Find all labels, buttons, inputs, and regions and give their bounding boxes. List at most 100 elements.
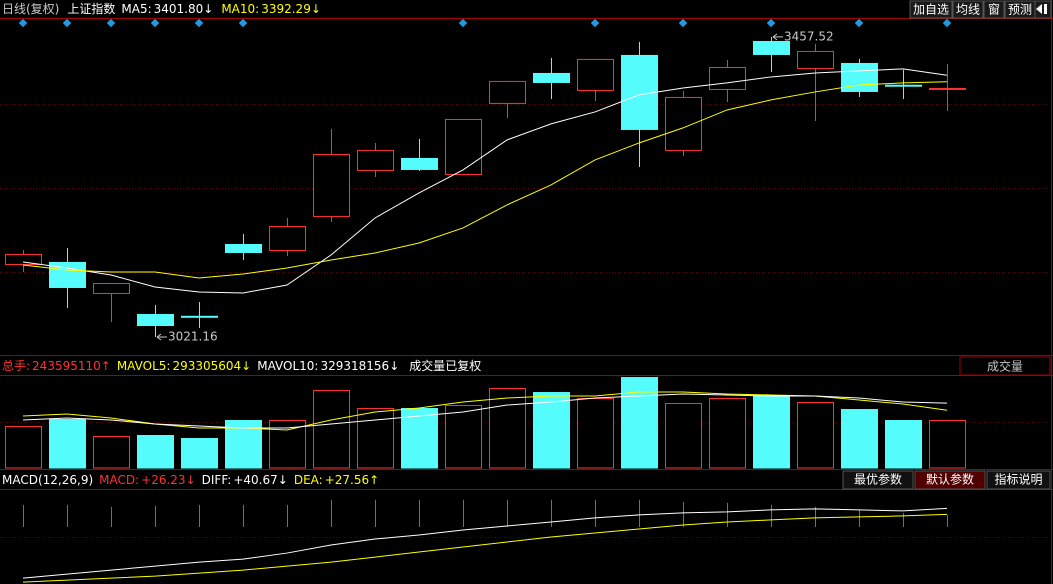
- volume-bar: [93, 436, 130, 469]
- volume-bar: [5, 426, 42, 469]
- volume-bar: [137, 435, 174, 469]
- header-item: 243595110: [32, 359, 101, 373]
- annotation-arrow: [156, 333, 162, 338]
- header-item: 329318156: [320, 359, 389, 373]
- candle-body: [489, 80, 526, 104]
- volume-bar: [621, 377, 658, 469]
- header-text: 日线(复权) 上证指数 MA5: 3401.80↓ MA10: 3392.29↓: [2, 1, 321, 16]
- button-label[interactable]: 窗: [988, 3, 1000, 17]
- button[interactable]: [983, 0, 1005, 19]
- event-marker[interactable]: [458, 18, 468, 28]
- annotation-arrow: [156, 336, 162, 341]
- candle-body: [137, 314, 174, 327]
- volume-bar: [841, 409, 878, 469]
- header-text: MACD(12,26,9) MACD: +26.23↓ DIFF: +40.67↓ DEA…: [2, 473, 379, 487]
- volume-bar: [489, 388, 526, 469]
- annotation: 3021.16: [168, 330, 218, 344]
- header-item: MAVOL5:: [117, 359, 171, 373]
- volume-bar: [445, 405, 482, 469]
- candle-body: [313, 153, 350, 217]
- button[interactable]: [914, 470, 986, 490]
- dropdown-label[interactable]: 成交量: [987, 359, 1023, 374]
- header-item: ↓: [186, 473, 196, 487]
- button[interactable]: [952, 0, 984, 19]
- header-text: 总手: 243595110↑ MAVOL5: 293305604↓ MAVOL10: 32…: [2, 358, 481, 373]
- button[interactable]: [986, 470, 1051, 490]
- header-item: DEA:: [294, 473, 323, 487]
- candle-body: [665, 96, 702, 151]
- header-item: MACD:: [99, 473, 139, 487]
- annotation: 3457.52: [784, 29, 834, 43]
- header-item: MA5:: [121, 2, 151, 16]
- header-item: 293305604: [172, 359, 241, 373]
- annotation-arrow: [772, 33, 778, 38]
- candle-body: [181, 315, 218, 318]
- mavol-line: [22, 393, 948, 429]
- header-item: ↓: [389, 359, 399, 373]
- header-item: 3392.29: [261, 2, 311, 16]
- button[interactable]: [909, 0, 953, 19]
- button-label[interactable]: 指标说明: [994, 472, 1042, 487]
- header-item: 上证指数: [67, 1, 115, 16]
- header-item: ↑: [369, 473, 379, 487]
- button-label[interactable]: 均线: [956, 3, 980, 17]
- volume-bar: [533, 392, 570, 469]
- candle-body: [93, 282, 130, 294]
- candle-body: [401, 157, 438, 170]
- volume-bar: [401, 408, 438, 469]
- volume-bar: [797, 402, 834, 469]
- candle-body: [357, 149, 394, 171]
- header-item: MAVOL10:: [257, 359, 318, 373]
- candle-body: [753, 40, 790, 55]
- macd-line: [22, 513, 948, 583]
- header-item: 总手:: [2, 359, 30, 373]
- volume-bar: [577, 398, 614, 469]
- ma-line: [22, 68, 948, 294]
- header-item: +40.67: [233, 473, 277, 487]
- header-item: MACD(12,26,9): [2, 473, 93, 487]
- annotation-arrow: [772, 36, 778, 41]
- volume-bar: [181, 438, 218, 469]
- button-label[interactable]: 加自选: [913, 3, 949, 17]
- volume-bar: [753, 395, 790, 469]
- button[interactable]: [842, 470, 914, 490]
- candle-body: [797, 50, 834, 69]
- button-label[interactable]: 默认参数: [926, 472, 974, 487]
- header-item: ↓: [241, 359, 251, 373]
- event-marker[interactable]: [18, 18, 28, 28]
- volume-bar: [709, 398, 746, 469]
- header-item: +27.56: [325, 473, 369, 487]
- volume-bar: [357, 408, 394, 469]
- volume-bar: [313, 390, 350, 469]
- header-item: ↑: [101, 359, 111, 373]
- header-item: ↓: [203, 2, 213, 16]
- button-label[interactable]: 最优参数: [854, 472, 902, 487]
- header-item: 成交量已复权: [409, 358, 481, 373]
- volume-bar: [49, 419, 86, 469]
- candle-body: [577, 58, 614, 91]
- header-item: 3401.80: [154, 2, 204, 16]
- button-label[interactable]: 预测: [1008, 3, 1032, 17]
- volume-bar: [929, 420, 966, 469]
- header-item: MA10:: [221, 2, 259, 16]
- candle-body: [885, 84, 922, 87]
- candle-body: [929, 87, 966, 90]
- macd-line: [22, 507, 948, 579]
- header-item: DIFF:: [202, 473, 232, 487]
- candle-body: [533, 72, 570, 83]
- candle-body: [269, 225, 306, 251]
- volume-bar: [885, 420, 922, 469]
- header-item: +26.23: [141, 473, 185, 487]
- button[interactable]: [1004, 0, 1036, 19]
- candle-body: [225, 243, 262, 253]
- header-item: ↓: [311, 2, 321, 16]
- candle-body: [709, 66, 746, 90]
- candle-body: [5, 253, 42, 266]
- ma-line: [22, 81, 948, 279]
- volume-bar: [665, 403, 702, 469]
- dropdown[interactable]: [959, 356, 1051, 376]
- candle-body: [445, 118, 482, 175]
